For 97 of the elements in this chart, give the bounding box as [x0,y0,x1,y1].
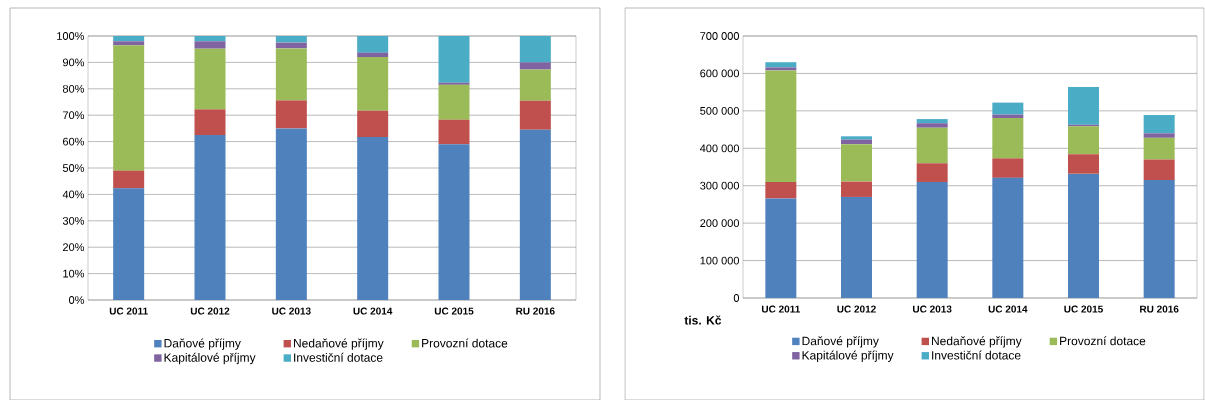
bar [916,123,948,128]
bar [275,100,307,129]
bar [113,41,145,46]
x-tick-label: UC 2015 [434,307,474,315]
bar [992,158,1024,178]
bar [275,36,307,43]
bar [519,62,551,70]
bar [113,36,145,42]
y-tick-label: 20% [63,243,85,252]
x-tick-label: RU 2016 [1140,305,1179,313]
bar [841,196,872,298]
bar [519,36,551,63]
bar [765,67,797,71]
bar [1143,137,1175,160]
x-tick-label: UC 2014 [988,305,1028,313]
bar [1068,173,1099,298]
bar [916,163,948,182]
y-tick-label: 200 000 [700,219,740,228]
bar [275,128,307,300]
bar [194,135,226,300]
legend-label: Nedaňové příjmy [931,336,1022,348]
bar [438,119,470,145]
bar [275,48,307,101]
x-tick-label: UC 2011 [109,307,148,315]
y-tick-label: 700 000 [700,32,740,40]
y-tick-label: 100% [57,32,85,40]
bar [1068,86,1099,125]
x-tick-label: UC 2011 [761,305,801,313]
bar [519,129,551,300]
legend-label: Kapitálové příjmy [164,352,256,365]
bar [765,62,797,68]
y-tick-label: 600 000 [700,69,740,78]
y-tick-label: 0% [69,296,85,304]
bar [765,198,797,298]
legend-label: Investiční dotace [294,352,383,362]
y-tick-label: 30% [62,216,85,225]
bar [1068,154,1099,174]
bar [438,36,470,83]
bar [992,117,1024,159]
y-tick-label: 10% [63,269,85,278]
bar [519,69,551,101]
bar [357,36,389,53]
bar [113,45,145,171]
legend-label: Provozní dotace [1060,336,1146,346]
bar [841,136,872,140]
bar [1068,126,1099,155]
bar [916,181,948,298]
legend-label: Nedaňové příjmy [293,338,384,350]
bar [194,41,226,49]
x-tick-label: UC 2013 [272,307,311,315]
bar [438,82,470,85]
bar [1143,133,1175,138]
legend-label: Daňové příjmy [802,336,879,348]
bar [1143,180,1175,298]
bar [113,170,145,189]
legend-label: Investiční dotace [932,350,1021,360]
bar [765,181,797,199]
bar [992,177,1024,298]
bar [357,57,389,111]
y-tick-label: 0 [733,294,740,302]
legend-label: Kapitálové příjmy [802,350,894,362]
bar [113,188,145,300]
y-tick-label: 70% [63,111,85,120]
bar [357,137,389,300]
y-tick-label: 40% [62,190,85,199]
bar [1143,159,1175,181]
bar [519,100,551,130]
x-tick-label: UC 2014 [353,307,393,315]
y-tick-label: 60% [63,137,85,146]
bar [194,36,226,42]
y-tick-label: 300 000 [700,181,740,190]
bar [992,102,1024,115]
bar [916,127,948,164]
y-tick-label: 50% [62,164,85,172]
y-tick-label: 90% [62,58,85,67]
bar [841,181,872,197]
x-tick-label: UC 2015 [1064,305,1103,313]
x-tick-label: UC 2013 [913,305,952,313]
x-tick-label: UC 2012 [190,307,230,315]
x-tick-label: RU 2016 [516,307,555,315]
bar [357,110,389,138]
legend-label: Provozní dotace [422,338,508,348]
bar [194,48,226,110]
y-tick-label: 400 000 [699,144,740,153]
bar [841,144,872,182]
y-tick-label: 80% [62,84,85,93]
bar [916,119,948,124]
bar [1143,114,1175,134]
y-tick-label: 100 000 [700,256,740,265]
bar [438,144,470,300]
y-axis-title: tis. Kč [684,315,722,325]
legend-label: Daňové příjmy [164,338,241,350]
y-tick-label: 500 000 [700,106,740,115]
bar [194,109,226,135]
x-tick-label: UC 2012 [837,305,876,313]
bar [765,70,797,182]
bar [438,84,470,120]
